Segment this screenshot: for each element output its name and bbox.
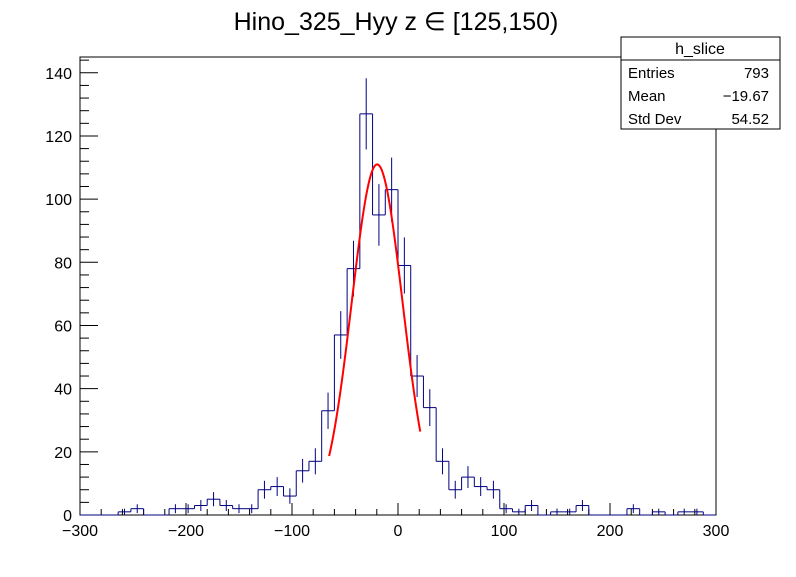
y-tick-label: 0 <box>63 508 72 525</box>
stats-stddev-label: Std Dev <box>628 111 682 128</box>
stats-box-frame <box>620 36 781 130</box>
y-tick-label: 120 <box>45 129 72 146</box>
x-tick-label: 200 <box>597 523 624 540</box>
x-tick-label: −300 <box>62 523 98 540</box>
x-tick-label: 100 <box>491 523 518 540</box>
y-tick-label: 80 <box>54 255 72 272</box>
x-tick-label: 300 <box>703 523 730 540</box>
fit-curve <box>328 163 422 457</box>
x-tick-label: −100 <box>274 523 310 540</box>
x-tick-label: 0 <box>394 523 403 540</box>
axis-ticks: −300 −200 −100 0 100 200 300 0 20 40 60 80 100 120 140 <box>45 59 730 540</box>
y-tick-label: 40 <box>54 382 72 399</box>
y-tick-label: 100 <box>45 192 72 209</box>
gaussian-fit-line <box>328 163 422 457</box>
stats-mean-label: Mean <box>628 88 666 105</box>
stats-entries-value: 793 <box>744 65 769 82</box>
stats-stddev-value: 54.52 <box>731 111 769 128</box>
stats-box-title: h_slice <box>675 41 725 58</box>
stats-mean-value: −19.67 <box>723 88 769 105</box>
y-tick-label: 140 <box>45 66 72 83</box>
y-tick-label: 60 <box>54 318 72 335</box>
x-tick-label: −200 <box>168 523 204 540</box>
stats-box: h_slice Entries 793 Mean −19.67 Std Dev … <box>620 36 781 130</box>
y-tick-label: 20 <box>54 445 72 462</box>
histogram-series <box>80 113 716 516</box>
stats-entries-label: Entries <box>628 65 675 82</box>
error-bars <box>124 78 698 515</box>
chart-title: Hino_325_Hyy z ∈ [125,150) <box>234 8 559 36</box>
